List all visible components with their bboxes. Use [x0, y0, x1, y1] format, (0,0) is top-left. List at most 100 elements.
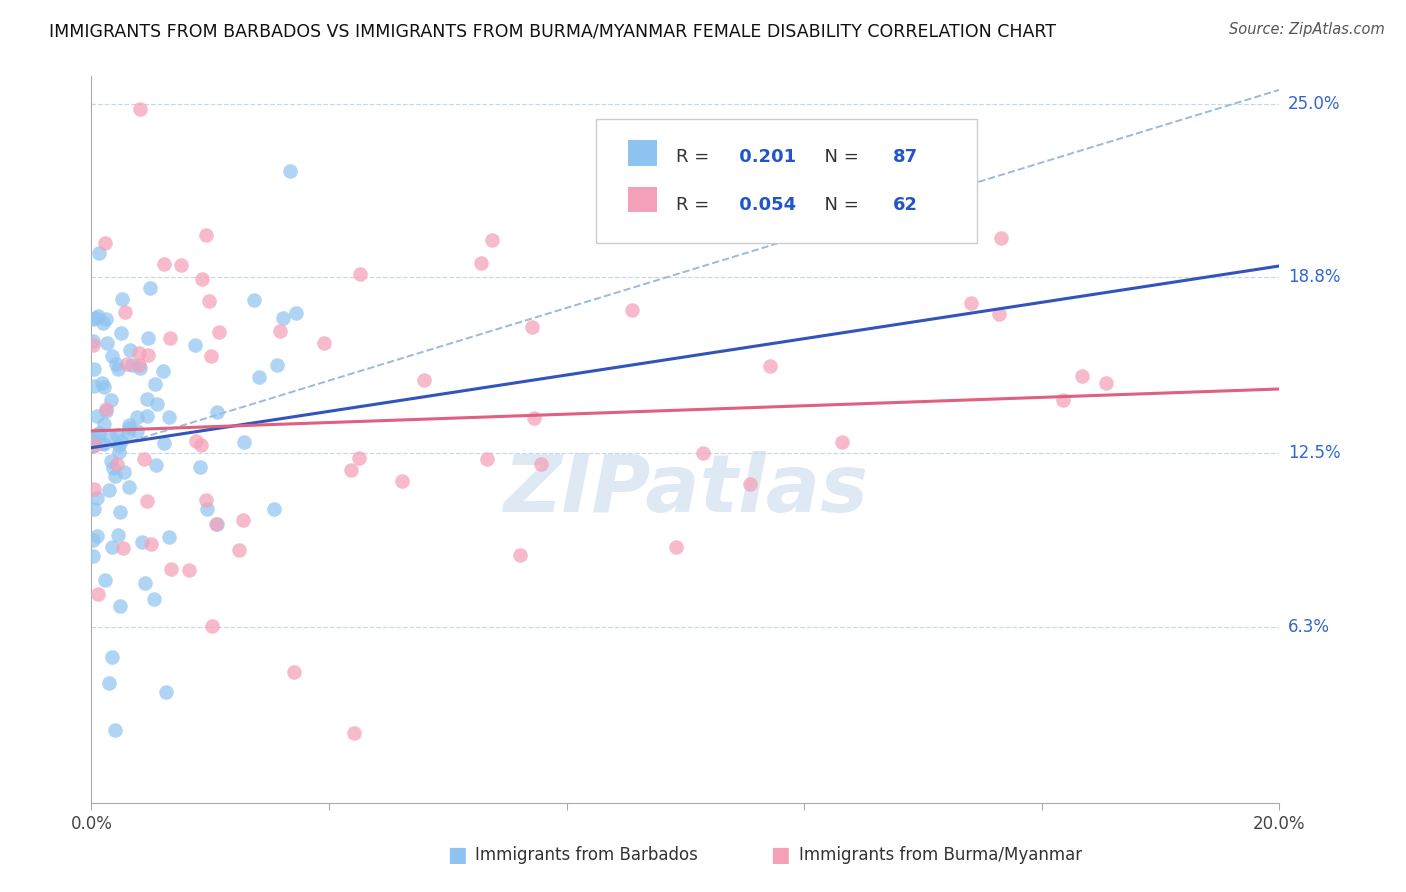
Point — [620, 303, 643, 318]
Text: 12.5%: 12.5% — [1288, 444, 1340, 462]
Point — [87, 426, 110, 441]
Point — [179, 563, 201, 577]
Point — [114, 304, 136, 318]
Point — [347, 451, 370, 466]
Point — [523, 411, 546, 425]
Point — [136, 331, 159, 345]
Point — [104, 468, 127, 483]
Point — [107, 361, 129, 376]
Point — [184, 434, 207, 448]
Point — [143, 592, 166, 607]
Point — [990, 231, 1012, 245]
Point — [481, 234, 503, 248]
Point — [155, 685, 177, 699]
Point — [111, 541, 134, 555]
Text: 87: 87 — [893, 148, 918, 166]
Point — [340, 463, 363, 477]
Point — [190, 271, 212, 285]
Point — [152, 364, 174, 378]
Point — [143, 376, 166, 391]
Point — [105, 358, 128, 372]
Point — [208, 325, 231, 339]
Point — [86, 528, 108, 542]
FancyBboxPatch shape — [628, 187, 657, 212]
Point — [530, 457, 553, 471]
Point — [198, 293, 221, 308]
Text: N =: N = — [813, 196, 865, 214]
Point — [105, 457, 128, 471]
Point — [117, 357, 139, 371]
Point — [110, 326, 132, 341]
Point — [100, 393, 122, 408]
Point — [121, 358, 143, 372]
FancyBboxPatch shape — [628, 140, 657, 166]
Point — [98, 676, 121, 690]
Point — [283, 665, 305, 679]
Point — [82, 311, 104, 326]
Point — [184, 338, 207, 352]
Point — [87, 435, 110, 450]
Point — [475, 452, 498, 467]
Point — [118, 480, 141, 494]
Point — [128, 358, 150, 372]
Point — [269, 324, 291, 338]
Point — [105, 427, 128, 442]
Text: 0.054: 0.054 — [733, 196, 796, 214]
Point — [101, 541, 124, 555]
Point — [314, 336, 336, 351]
Point — [118, 421, 141, 435]
Point — [134, 452, 156, 467]
Point — [170, 258, 193, 272]
Point — [93, 417, 115, 431]
Point — [201, 618, 224, 632]
Point — [82, 338, 104, 352]
Point — [128, 360, 150, 375]
Point — [266, 358, 288, 372]
Point — [101, 461, 124, 475]
Point — [118, 343, 141, 357]
Point — [280, 163, 302, 178]
Point — [136, 348, 159, 362]
Text: 62: 62 — [893, 196, 918, 214]
Point — [112, 465, 135, 479]
Point — [82, 334, 104, 348]
Point — [190, 437, 212, 451]
Point — [831, 435, 853, 450]
Point — [94, 573, 117, 587]
Point — [960, 296, 983, 310]
Point — [194, 228, 217, 243]
Point — [98, 483, 121, 498]
Point — [94, 404, 117, 418]
Point — [83, 482, 105, 496]
Point — [247, 370, 270, 384]
Text: Immigrants from Barbados: Immigrants from Barbados — [475, 846, 699, 863]
Point — [1052, 393, 1074, 408]
Point — [83, 379, 105, 393]
Text: R =: R = — [676, 148, 714, 166]
Point — [243, 293, 266, 307]
Point — [232, 434, 254, 449]
Point — [138, 280, 160, 294]
Point — [93, 437, 115, 451]
Point — [131, 534, 153, 549]
Text: Immigrants from Burma/Myanmar: Immigrants from Burma/Myanmar — [799, 846, 1081, 863]
Point — [91, 316, 114, 330]
Text: Source: ZipAtlas.com: Source: ZipAtlas.com — [1229, 22, 1385, 37]
Point — [139, 537, 162, 551]
Point — [108, 438, 131, 452]
Point — [108, 505, 131, 519]
Point — [118, 417, 141, 432]
Point — [146, 397, 169, 411]
Point — [125, 424, 148, 438]
Point — [509, 549, 531, 563]
Point — [93, 380, 115, 394]
Text: 0.201: 0.201 — [733, 148, 796, 166]
Text: N =: N = — [813, 148, 865, 166]
Point — [205, 405, 228, 419]
Text: 6.3%: 6.3% — [1288, 617, 1330, 636]
Point — [135, 392, 157, 407]
Point — [100, 428, 122, 442]
Point — [86, 426, 108, 441]
Point — [129, 103, 152, 117]
Point — [758, 359, 780, 374]
